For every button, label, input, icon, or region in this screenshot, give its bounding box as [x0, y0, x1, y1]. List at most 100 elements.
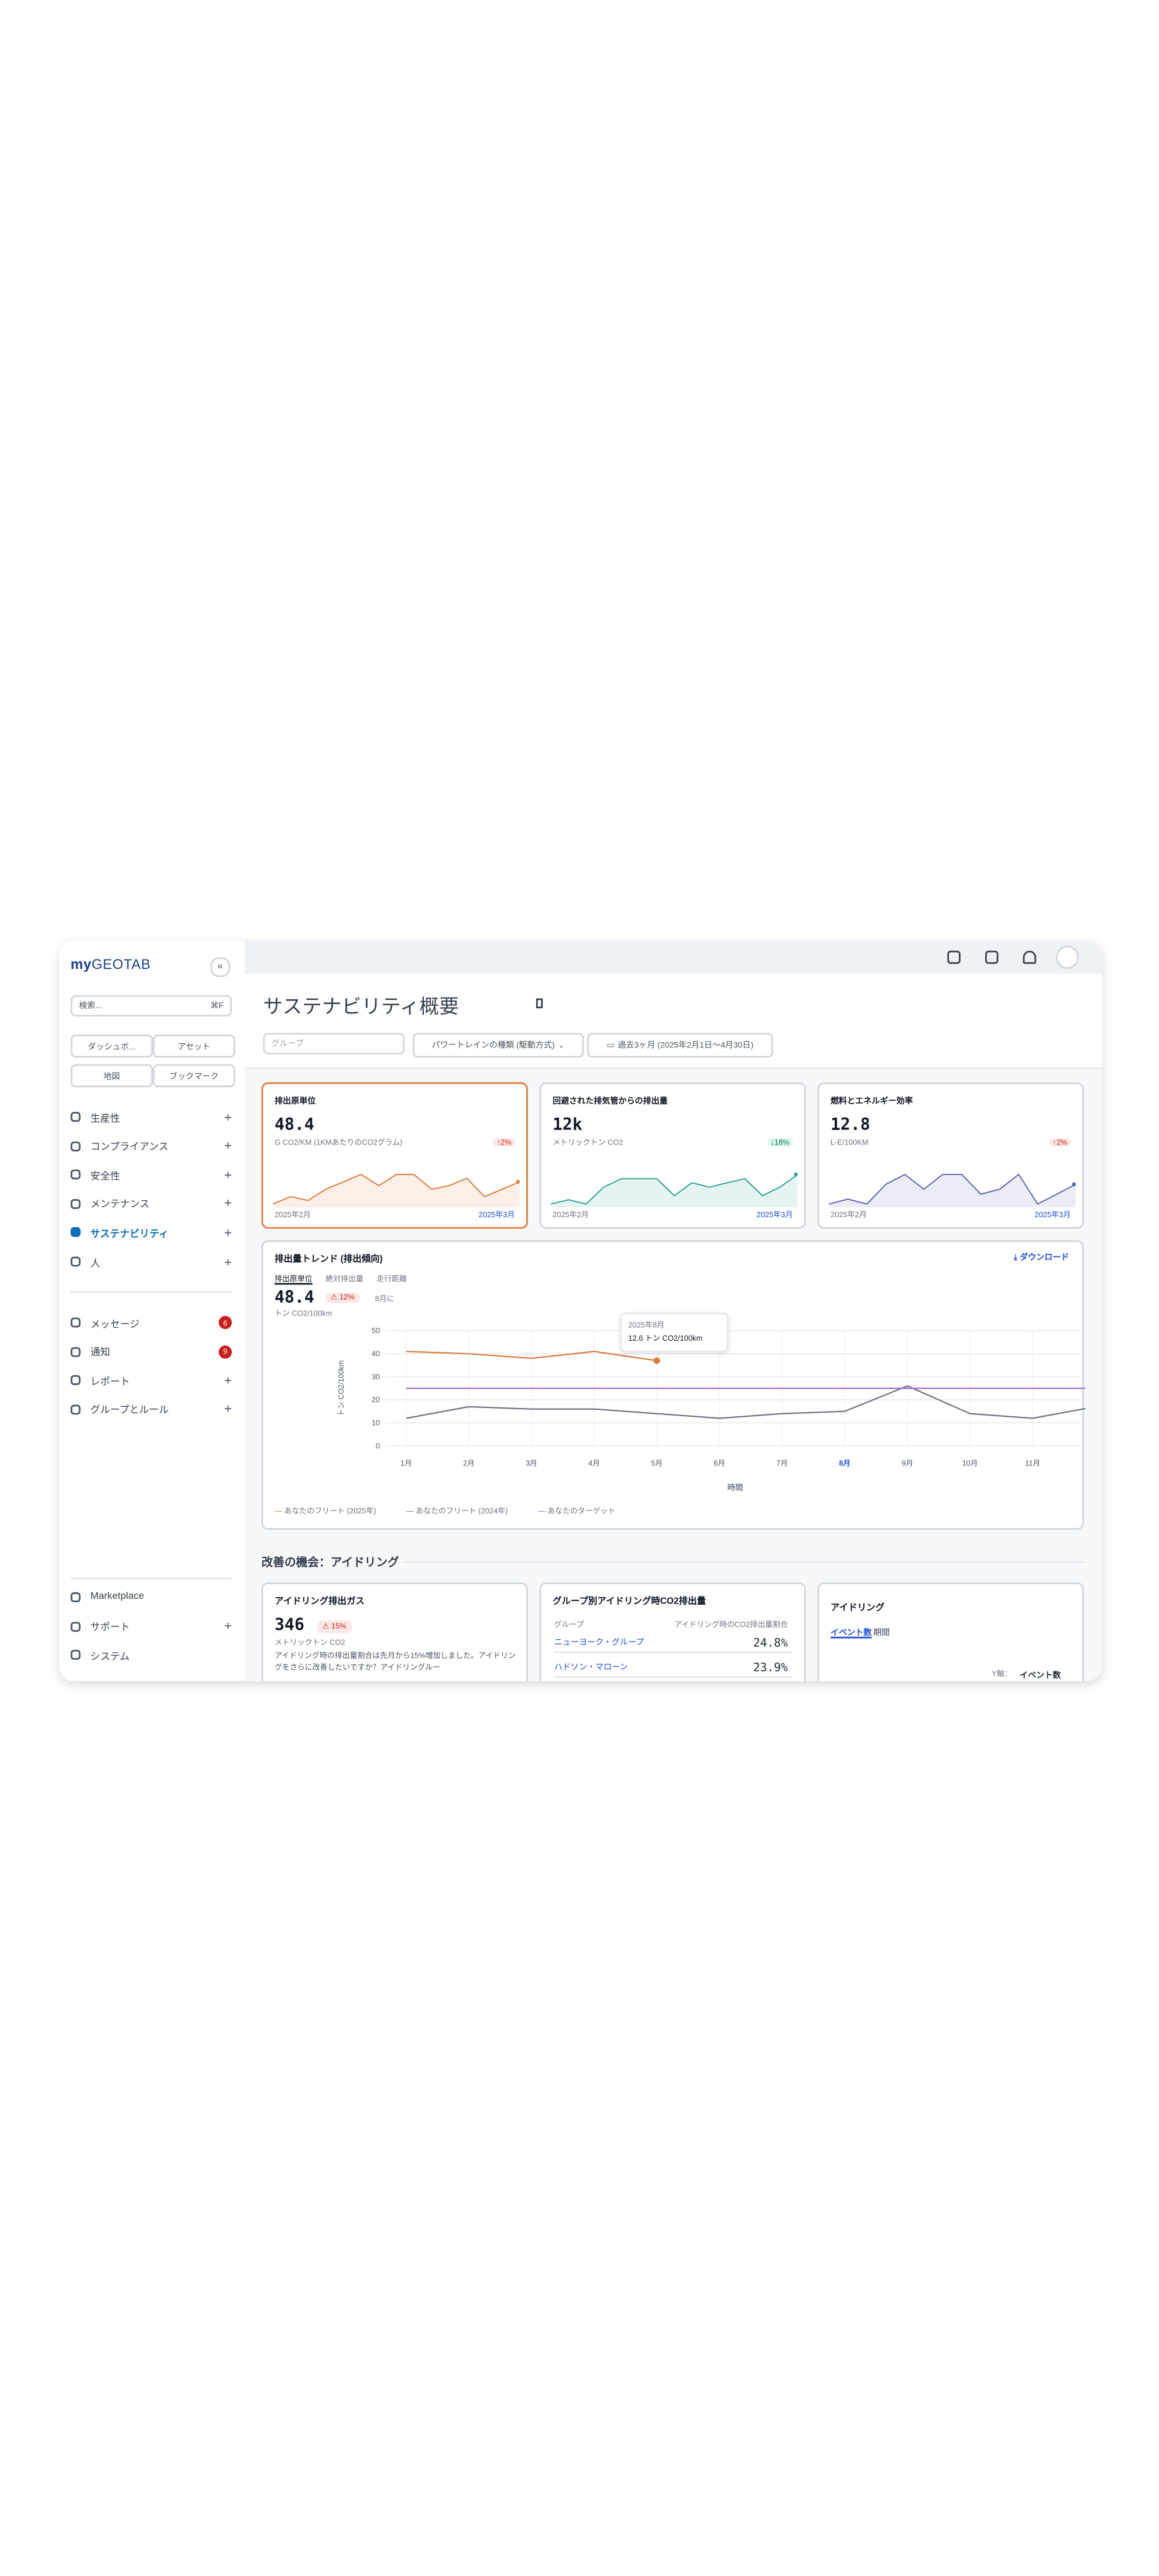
legend-item: — あなたのフリート (2025年) — [275, 1506, 376, 1515]
kpi-unit: メトリックトン CO2 — [553, 1138, 623, 1147]
series-line — [406, 1385, 1086, 1419]
nav-item[interactable]: Marketplace — [70, 1587, 232, 1607]
badge: 9 — [218, 1345, 232, 1358]
chart-value: 48.4 — [275, 1289, 314, 1308]
windows-icon[interactable] — [985, 950, 999, 964]
nav-label: グループとルール — [90, 1407, 169, 1417]
search-placeholder: 検索... — [78, 1001, 102, 1012]
separator — [70, 1577, 232, 1580]
kpi-card[interactable]: 回避された排気管からの排出量 12k メトリックトン CO2 ↓18% 2025年2月 2… — [539, 1082, 806, 1229]
y-tick-label: 30 — [372, 1373, 380, 1381]
quick-label: ブックマーク — [169, 1071, 219, 1082]
spark-line — [551, 1174, 798, 1205]
expand-icon: + — [224, 1618, 232, 1634]
kpi-end: 2025年3月 — [1034, 1210, 1071, 1219]
nav-item[interactable]: 安全性 + — [70, 1165, 232, 1185]
expand-icon: + — [224, 1196, 232, 1211]
kpi-card[interactable]: 燃料とエネルギー効率 12.8 L-E/100KM ↑2% 2025年2月 2025年3月 — [817, 1082, 1084, 1229]
collapse-button[interactable]: « — [210, 957, 231, 977]
kpi-title: 回避された排気管からの排出量 — [553, 1097, 668, 1107]
chart-tab[interactable]: 絶対排出量 — [325, 1275, 364, 1283]
bell-icon[interactable] — [1023, 950, 1037, 964]
nav-item[interactable]: サステナビリティ + — [70, 1223, 232, 1243]
search-box[interactable]: 検索... ⌘F — [70, 995, 232, 1017]
table-cell[interactable]: ハドソン・マローン — [554, 1663, 628, 1673]
table-header: アイドリング時のCO2排出量割合 — [674, 1620, 788, 1629]
user-icon[interactable] — [1055, 946, 1079, 969]
nav-item[interactable]: メッセージ 6 — [70, 1313, 232, 1332]
logo-prefix: my — [70, 955, 92, 972]
kpi-value: 12k — [553, 1116, 582, 1135]
powertrain-filter[interactable]: パワートレインの種類 (駆動方式) ⌄ — [413, 1033, 584, 1058]
group-filter[interactable]: グループ — [263, 1033, 405, 1054]
legend-item: — あなたのフリート (2024年) — [406, 1506, 508, 1515]
spark-area — [829, 1174, 1076, 1208]
change-text: 18% — [774, 1138, 790, 1147]
quick-button[interactable]: ブックマーク — [153, 1064, 235, 1088]
separator — [70, 1291, 232, 1293]
logo-text: GEOTAB — [91, 955, 151, 972]
chart-title: 排出量トレンド (排出傾向) — [275, 1255, 383, 1265]
chart-tab[interactable]: 走行距離 — [376, 1275, 407, 1283]
nav-item[interactable]: レポート + — [70, 1371, 232, 1390]
nav-item[interactable]: メンテナンス + — [70, 1194, 232, 1214]
tab[interactable]: 期間 — [873, 1628, 890, 1639]
tooltip-title: 2025年8月 — [628, 1321, 664, 1330]
nav-item[interactable]: コンプライアンス + — [70, 1136, 232, 1156]
sparkline — [829, 1173, 1076, 1208]
nav-item[interactable]: サポート + — [70, 1616, 232, 1636]
quick-label: ダッシュボ... — [87, 1042, 136, 1052]
nav-item[interactable]: 人 + — [70, 1252, 232, 1272]
quick-button[interactable]: アセット — [153, 1034, 235, 1058]
kpi-card[interactable]: 排出原単位 48.4 G CO2/KM (1KMあたりのCO2グラム) ↑2% 2025… — [261, 1082, 528, 1229]
x-tick-label: 1月 — [400, 1459, 412, 1467]
nav-icon — [70, 1140, 81, 1151]
nav-item[interactable]: グループとルール + — [70, 1399, 232, 1419]
nav-icon — [70, 1621, 81, 1632]
download-button[interactable]: ⤓ ダウンロード — [1013, 1253, 1069, 1263]
y-axis-value[interactable]: イベント数 — [1020, 1671, 1061, 1681]
tooltip-value: 12.6 トン CO2/100km — [628, 1334, 703, 1342]
expand-icon: + — [224, 1167, 232, 1183]
trend-card: 010203040501月2月3月4月5月6月7月8月9月10月11月12月トン… — [261, 1240, 1086, 1530]
idle-card: アイドリング排出ガス 346 ⚠ 15% メトリックトン CO2 アイドリング時… — [261, 1582, 528, 1681]
ai-icon[interactable] — [947, 950, 961, 964]
kpi-title: 燃料とエネルギー効率 — [830, 1097, 913, 1107]
quick-button[interactable]: ダッシュボ... — [70, 1034, 153, 1058]
table-cell[interactable]: ニューヨーク・グループ — [554, 1638, 644, 1649]
kpi-end: 2025年3月 — [478, 1210, 515, 1219]
row-separator — [554, 1676, 793, 1678]
kpi-start: 2025年2月 — [275, 1210, 311, 1219]
x-tick-label: 3月 — [526, 1459, 537, 1467]
trend-chart: 010203040501月2月3月4月5月6月7月8月9月10月11月12月トン… — [337, 1327, 1086, 1492]
card-value: 346 — [275, 1616, 304, 1635]
card-title: アイドリング — [830, 1604, 884, 1614]
expand-icon: + — [224, 1402, 232, 1417]
quick-button[interactable]: 地図 — [70, 1064, 153, 1088]
app-window: myGEOTAB « 検索... ⌘F ダッシュボ... アセット 地図 ブックマーク生… — [59, 941, 1102, 1681]
y-tick-label: 50 — [372, 1327, 380, 1335]
date-filter[interactable]: ▭ 過去3ヶ月 (2025年2月1日〜4月30日) — [587, 1033, 773, 1058]
change-text: 2% — [500, 1138, 512, 1147]
section-title: 改善の機会：アイドリング — [261, 1557, 399, 1570]
logo: myGEOTAB — [71, 955, 151, 972]
legend-label: あなたのターゲット — [547, 1506, 616, 1515]
badge-text: 15% — [331, 1622, 347, 1630]
kpi-value: 48.4 — [275, 1116, 314, 1135]
kpi-title: 排出原単位 — [275, 1097, 316, 1107]
y-tick-label: 10 — [372, 1419, 380, 1427]
chart-tab[interactable]: 排出原単位 — [275, 1275, 313, 1283]
tab[interactable]: イベント数 — [830, 1628, 872, 1639]
badge-note: 8月に — [375, 1294, 395, 1303]
kpi-value: 12.8 — [830, 1116, 870, 1135]
row-separator — [554, 1651, 793, 1653]
table-header: グループ — [554, 1620, 584, 1629]
nav-icon — [70, 1170, 81, 1180]
badge: 6 — [218, 1316, 232, 1330]
bookmark-icon[interactable] — [536, 998, 543, 1009]
nav-label: メッセージ — [90, 1320, 140, 1330]
nav-item[interactable]: システム — [70, 1645, 232, 1665]
expand-icon: + — [224, 1254, 232, 1269]
nav-item[interactable]: 通知 9 — [70, 1341, 232, 1361]
nav-item[interactable]: 生産性 + — [70, 1107, 232, 1127]
